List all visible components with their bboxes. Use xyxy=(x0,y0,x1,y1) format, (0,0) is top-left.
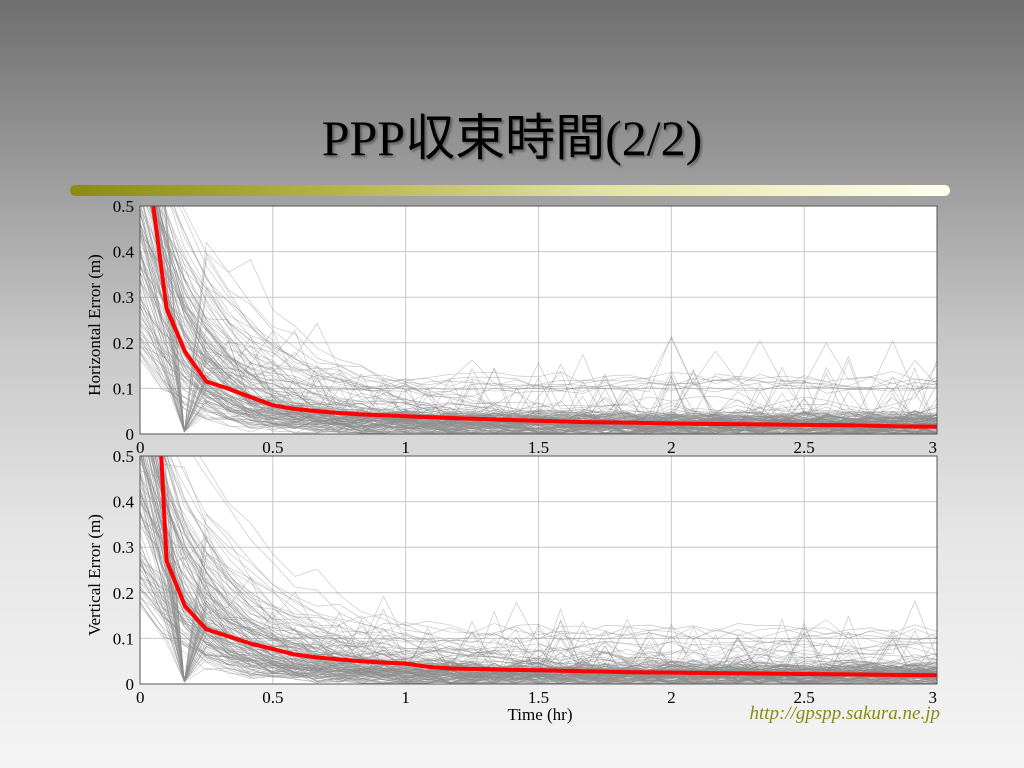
y-tick-label: 0 xyxy=(126,675,135,694)
x-tick-label: 0 xyxy=(136,688,145,707)
x-tick-label: 1 xyxy=(401,688,410,707)
station-trace xyxy=(140,206,937,393)
x-tick-label: 2 xyxy=(667,438,676,457)
station-trace xyxy=(141,456,937,682)
station-trace xyxy=(164,206,937,432)
median-error-line xyxy=(151,206,937,429)
plot-frame xyxy=(139,205,938,435)
plot-frame xyxy=(139,455,938,685)
x-tick-label: 0.5 xyxy=(262,438,283,457)
source-url: http://gpspp.sakura.ne.jp xyxy=(749,703,940,724)
median-error-line xyxy=(159,456,937,678)
station-traces xyxy=(140,456,937,684)
station-trace xyxy=(140,266,937,389)
x-tick-label: 2 xyxy=(667,688,676,707)
x-tick-label: 1 xyxy=(401,438,410,457)
station-trace xyxy=(140,541,937,680)
station-trace xyxy=(145,206,937,411)
station-trace xyxy=(157,206,937,434)
y-tick-label: 0.2 xyxy=(113,584,134,603)
station-trace xyxy=(140,279,937,431)
y-tick-label: 0.5 xyxy=(113,447,134,466)
station-trace xyxy=(140,456,937,684)
y-axis-label: Horizontal Error (m) xyxy=(85,254,104,396)
slide-title: PPP収束時間(2/2) xyxy=(321,110,703,166)
station-trace xyxy=(152,456,937,684)
station-trace xyxy=(152,456,937,640)
x-tick-label: 3 xyxy=(929,438,938,457)
station-trace xyxy=(155,206,937,432)
station-trace xyxy=(162,456,937,684)
y-tick-label: 0.4 xyxy=(113,243,135,262)
x-tick-label: 1.5 xyxy=(528,688,549,707)
station-trace xyxy=(140,577,937,674)
title-underline-bar xyxy=(70,185,950,196)
station-trace xyxy=(140,323,937,433)
x-tick-label: 3 xyxy=(929,688,938,707)
y-tick-label: 0.2 xyxy=(113,334,134,353)
station-trace xyxy=(147,456,937,636)
station-trace xyxy=(140,558,937,679)
station-trace xyxy=(157,456,937,684)
station-trace xyxy=(156,456,937,654)
x-tick-label: 2.5 xyxy=(794,688,815,707)
y-tick-label: 0.1 xyxy=(113,629,134,648)
y-axis-label: Vertical Error (m) xyxy=(85,514,104,636)
station-trace xyxy=(164,456,937,682)
y-tick-label: 0 xyxy=(126,425,135,444)
station-trace xyxy=(164,456,937,676)
horizontal-error-chart: 0 0.5 1 1.5 2 2.5 3 0 0.1 0.2 0.3 0.4 0.5 Horizontal … xyxy=(85,197,938,457)
y-tick-label: 0.3 xyxy=(113,538,134,557)
vertical-error-chart: 0 0.5 1 1.5 2 2.5 3 0 0.1 0.2 0.3 0.4 0.5 Vertical Er… xyxy=(85,447,938,724)
station-trace xyxy=(154,456,937,646)
station-trace xyxy=(155,206,937,392)
x-axis-label: Time (hr) xyxy=(507,705,572,724)
station-trace xyxy=(140,277,937,434)
station-trace xyxy=(158,206,937,434)
x-tick-label: 0 xyxy=(136,438,145,457)
station-trace xyxy=(154,456,937,675)
station-trace xyxy=(140,229,937,385)
station-trace xyxy=(140,500,937,682)
x-tick-label: 2.5 xyxy=(794,438,815,457)
station-trace xyxy=(171,206,937,428)
station-trace xyxy=(140,298,937,391)
y-tick-label: 0.1 xyxy=(113,379,134,398)
station-trace xyxy=(140,516,937,657)
x-tick-label: 1.5 xyxy=(528,438,549,457)
y-tick-label: 0.4 xyxy=(113,493,135,512)
station-trace xyxy=(146,456,937,683)
y-tick-label: 0.5 xyxy=(113,197,134,216)
x-tick-label: 0.5 xyxy=(262,688,283,707)
y-tick-label: 0.3 xyxy=(113,288,134,307)
station-trace xyxy=(140,266,937,432)
station-trace xyxy=(181,206,937,424)
